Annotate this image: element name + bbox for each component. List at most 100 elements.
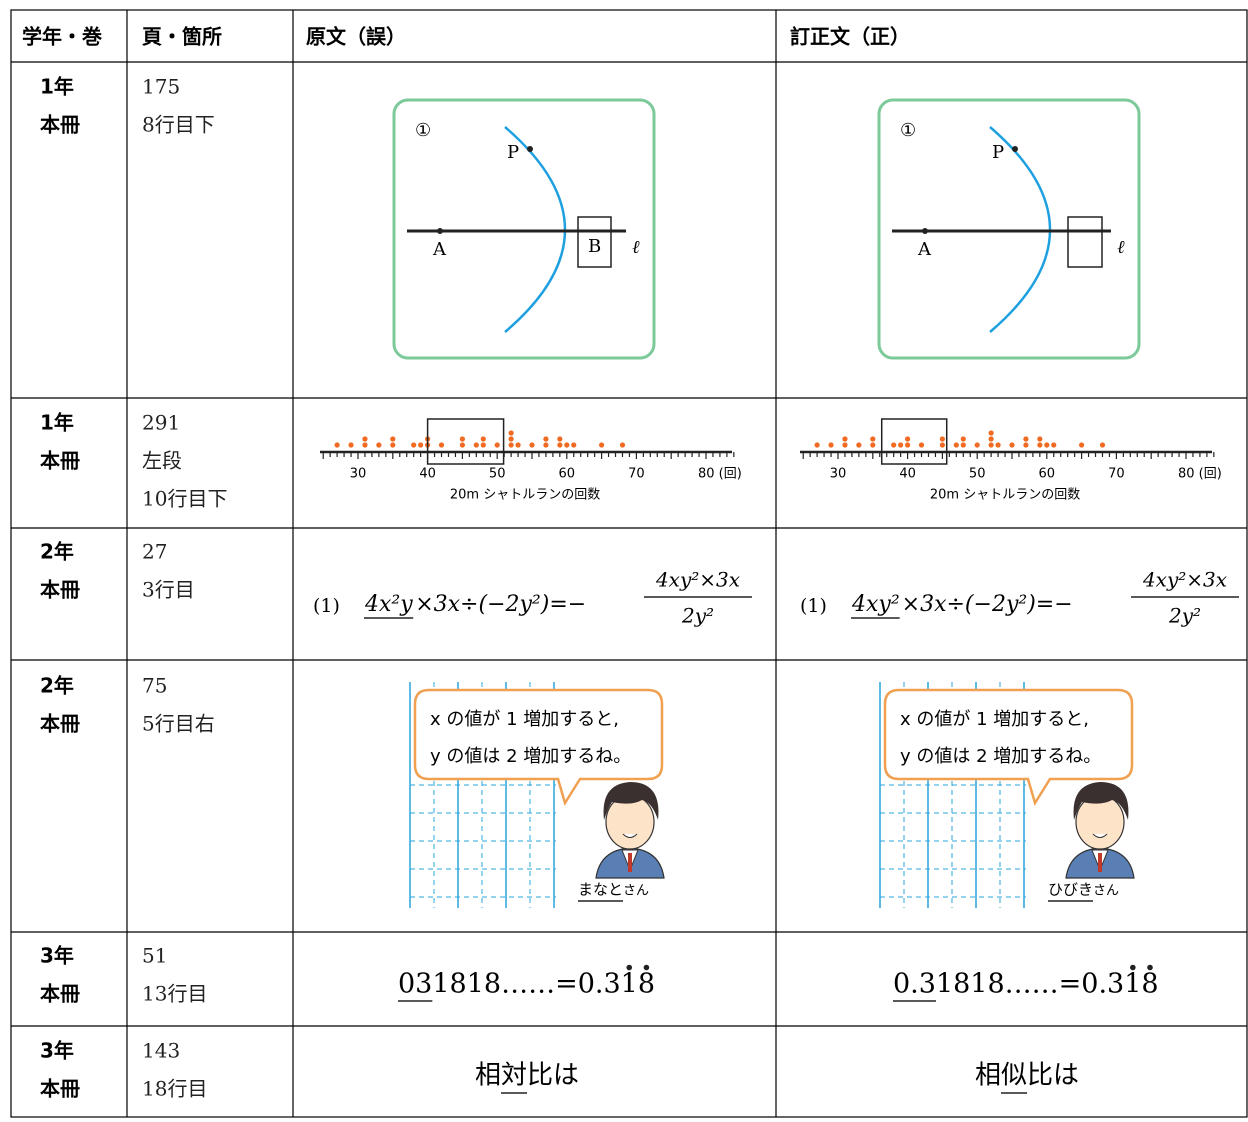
text: 対 xyxy=(501,1061,527,1091)
dot xyxy=(438,442,445,448)
dot xyxy=(543,436,549,442)
recurring-dot xyxy=(626,964,633,971)
tick-label: 60 xyxy=(1039,467,1056,482)
tick-label: 40 xyxy=(899,467,916,482)
grade: 本冊 xyxy=(40,1077,80,1101)
name: まなと xyxy=(578,881,623,899)
bubble-text: y の値は 2 増加するね。 xyxy=(900,746,1101,767)
name: ひびき xyxy=(1048,881,1093,899)
point xyxy=(527,146,533,152)
name-suffix: さん xyxy=(1093,884,1119,899)
decimal: 8 xyxy=(638,969,655,1000)
text: 相 xyxy=(475,1061,501,1091)
tick-label: 80 (回) xyxy=(1178,467,1222,482)
header-cell: 学年・巻 xyxy=(22,25,103,49)
grade: 本冊 xyxy=(40,982,80,1006)
point xyxy=(922,228,928,234)
decimal: 0.3 xyxy=(893,969,936,1000)
dot xyxy=(1079,442,1085,448)
bubble xyxy=(413,688,664,807)
text: 比は xyxy=(1027,1061,1079,1091)
dot xyxy=(557,442,563,448)
dot xyxy=(508,436,514,442)
decimal: 03 xyxy=(398,969,432,1000)
tick-label: 30 xyxy=(350,467,367,482)
dot xyxy=(814,442,820,448)
dot xyxy=(480,436,486,442)
place: 143 xyxy=(142,1039,180,1063)
tick-label: 40 xyxy=(419,467,436,482)
place: 8行目下 xyxy=(142,113,215,137)
header-cell: 頁・箇所 xyxy=(142,25,222,49)
place: 左段 xyxy=(142,449,182,473)
formula: 2y² xyxy=(681,604,714,628)
place: 18行目 xyxy=(142,1077,207,1101)
figure-corrected: ① P A ℓ xyxy=(877,98,1141,360)
hair xyxy=(603,782,659,820)
label: P xyxy=(507,142,519,163)
label: A xyxy=(432,239,447,260)
formula: ×3x÷(−2y²)=− xyxy=(902,592,1073,617)
dot xyxy=(870,436,876,442)
grade: 3年 xyxy=(40,1039,74,1063)
dot xyxy=(995,442,1001,448)
dot xyxy=(390,436,396,442)
dot xyxy=(870,442,876,448)
decimal: 8 xyxy=(1141,969,1158,1000)
place: 75 xyxy=(142,674,167,698)
dot xyxy=(557,436,563,442)
box xyxy=(1067,216,1103,268)
grade: 本冊 xyxy=(40,712,80,736)
recurring-dot xyxy=(1130,964,1136,971)
dot xyxy=(1023,442,1029,448)
dot xyxy=(480,442,486,448)
dot xyxy=(939,436,946,442)
dot xyxy=(939,442,946,448)
dot xyxy=(508,442,514,448)
figure-original: ① P A B ℓ xyxy=(392,98,656,360)
dot xyxy=(418,442,424,448)
box xyxy=(426,418,505,465)
dot xyxy=(1044,442,1050,448)
header-cell: 原文（誤） xyxy=(306,25,406,49)
dot xyxy=(960,436,966,442)
label: ℓ xyxy=(1117,237,1125,258)
grade: 本冊 xyxy=(40,578,80,602)
dot xyxy=(543,442,549,448)
bubble-text: y の値は 2 増加するね。 xyxy=(430,746,631,767)
bubble xyxy=(883,688,1134,807)
box xyxy=(880,418,948,465)
tick-label: 50 xyxy=(969,467,986,482)
dot xyxy=(891,442,897,448)
dot xyxy=(473,442,479,448)
dot xyxy=(362,442,368,448)
dot xyxy=(1009,442,1015,448)
table-border xyxy=(10,9,1248,1118)
bubble-text: x の値が 1 増加すると, xyxy=(430,709,619,730)
dot xyxy=(564,442,570,448)
dot xyxy=(828,442,834,448)
place: 10行目下 xyxy=(142,487,227,511)
dot xyxy=(1037,442,1043,448)
dot xyxy=(1051,442,1057,448)
dot xyxy=(529,442,535,448)
tick-label: 80 (回) xyxy=(698,467,742,482)
text: 似 xyxy=(1001,1061,1027,1091)
dot xyxy=(988,430,994,436)
dot xyxy=(918,442,925,448)
dot xyxy=(842,436,848,442)
tick-label: 70 xyxy=(628,467,645,482)
tick-label: 50 xyxy=(489,467,506,482)
place: 51 xyxy=(142,944,167,968)
hair xyxy=(1073,782,1129,820)
dot xyxy=(459,442,465,448)
grade: 1年 xyxy=(40,411,74,435)
formula: 4xy² xyxy=(851,592,900,617)
header: 学年・巻 頁・箇所 原文（誤） 訂正文（正） xyxy=(22,25,910,49)
dot xyxy=(898,442,904,448)
dot xyxy=(334,442,340,448)
dot xyxy=(348,442,354,448)
formula: 2y² xyxy=(1168,604,1201,628)
place: 291 xyxy=(142,411,180,435)
